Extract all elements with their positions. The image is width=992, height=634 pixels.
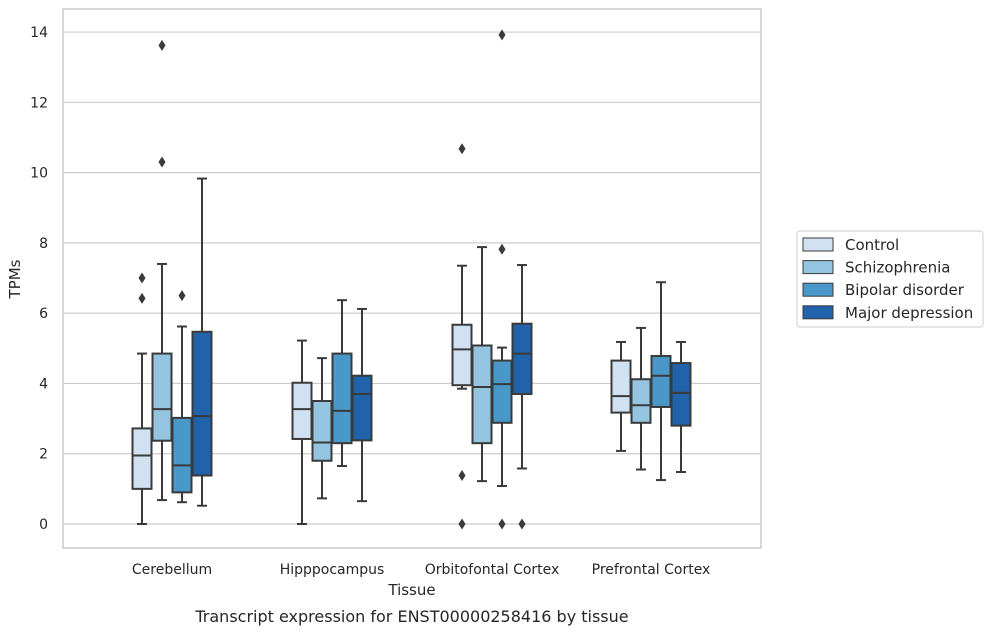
legend-swatch [802, 237, 834, 252]
box-bipolar-disorder [491, 29, 513, 530]
y-tick-label: 10 [30, 166, 48, 182]
outlier-point [158, 39, 166, 51]
legend-swatch [802, 305, 834, 320]
outlier-point [158, 156, 166, 168]
iqr-box [451, 323, 473, 387]
y-tick-labels: 0 2 4 6 8 10 12 14 [30, 25, 48, 533]
box-major-depression [351, 307, 373, 503]
legend-frame [796, 230, 984, 328]
iqr-box [311, 400, 333, 462]
legend-label: Bipolar disorder [845, 281, 965, 299]
iqr-box [471, 344, 493, 445]
outlier-point [498, 29, 506, 41]
outlier-point [458, 518, 466, 530]
x-tick-label: Cerebellum [132, 562, 212, 578]
outlier-point [458, 470, 466, 482]
outlier-point [498, 518, 506, 530]
x-tick-labels: Cerebellum Hipppocampus Orbitofontal Corte… [132, 562, 710, 578]
iqr-box [610, 359, 632, 414]
legend-label: Major depression [845, 304, 973, 322]
y-tick-label: 0 [39, 517, 48, 533]
outlier-point [518, 518, 526, 530]
x-axis-label: Tissue [387, 581, 435, 599]
y-tick-label: 4 [39, 376, 48, 392]
iqr-box [191, 330, 213, 477]
box-schizophrenia [311, 357, 333, 500]
y-tick-label: 6 [39, 306, 48, 322]
x-tick-label: Orbitofontal Cortex [425, 562, 560, 578]
chart-caption: Transcript expression for ENST0000025841… [194, 607, 628, 626]
iqr-box [630, 378, 652, 424]
outlier-point [138, 292, 146, 304]
iqr-box [670, 362, 692, 427]
iqr-box [151, 352, 173, 442]
box-groups [131, 29, 692, 530]
iqr-box [511, 322, 533, 395]
box-control [291, 339, 313, 525]
box-bipolar-disorder [331, 299, 353, 468]
box-schizophrenia [151, 39, 173, 502]
iqr-box [171, 416, 193, 494]
legend-swatch [802, 260, 834, 275]
outlier-point [178, 290, 186, 302]
legend-label: Schizophrenia [845, 259, 950, 277]
iqr-box [650, 355, 672, 408]
plot-area [62, 8, 762, 549]
y-tick-label: 14 [30, 25, 48, 41]
outlier-point [458, 143, 466, 155]
iqr-box [491, 359, 513, 424]
outlier-point [498, 243, 506, 255]
y-tick-label: 8 [39, 236, 48, 252]
y-axis-label: TPMs [6, 259, 24, 299]
box-bipolar-disorder [650, 281, 672, 482]
y-tick-label: 2 [39, 447, 48, 463]
box-major-depression [670, 340, 692, 473]
legend-swatch [802, 282, 834, 297]
outlier-point [138, 272, 146, 284]
iqr-box [331, 352, 353, 445]
legend: Control Schizophrenia Bipolar disorder Majo… [796, 230, 984, 328]
x-tick-label: Hipppocampus [280, 562, 385, 578]
y-tick-label: 12 [30, 95, 48, 111]
box-major-depression [191, 177, 213, 507]
box-control [131, 272, 153, 525]
iqr-box [131, 427, 153, 490]
iqr-box [351, 374, 373, 442]
box-major-depression [511, 264, 533, 530]
x-tick-label: Prefrontal Cortex [592, 562, 711, 578]
legend-label: Control [845, 236, 899, 254]
iqr-box [291, 381, 313, 440]
